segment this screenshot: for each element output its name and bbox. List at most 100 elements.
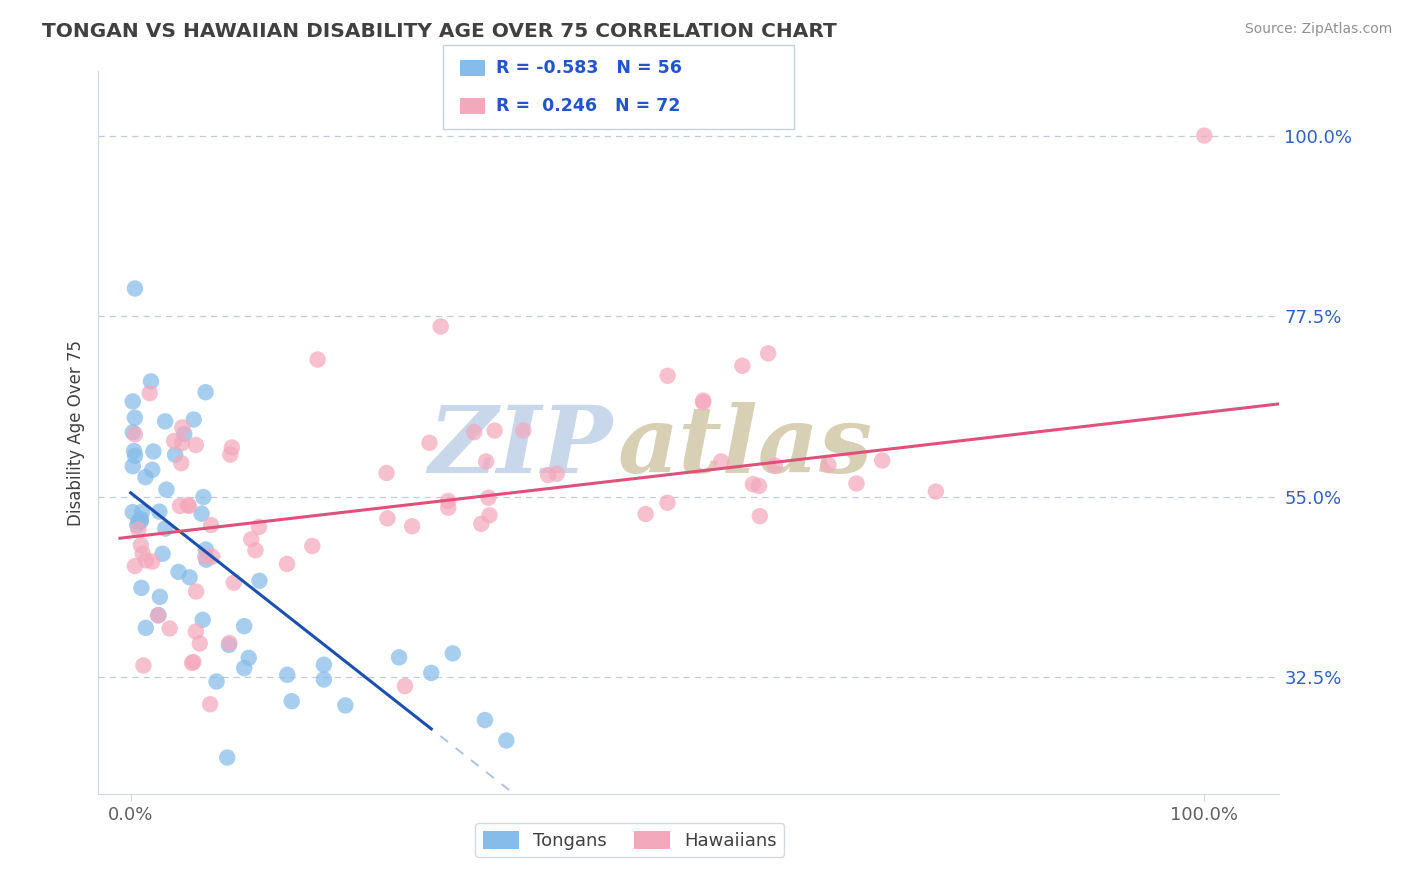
Point bbox=[307, 352, 329, 367]
Point bbox=[394, 679, 416, 693]
Point bbox=[657, 368, 679, 383]
Point bbox=[170, 456, 193, 470]
Point bbox=[247, 520, 270, 534]
Point bbox=[710, 454, 733, 468]
Point bbox=[249, 574, 271, 588]
Point bbox=[420, 665, 443, 680]
Point bbox=[222, 575, 245, 590]
Point bbox=[194, 549, 217, 564]
Point bbox=[124, 449, 146, 463]
Point bbox=[748, 509, 770, 524]
Point bbox=[634, 507, 657, 521]
Point bbox=[495, 733, 517, 747]
Point bbox=[475, 454, 498, 468]
Point bbox=[546, 467, 568, 481]
Point bbox=[301, 539, 323, 553]
Point bbox=[925, 484, 948, 499]
Point bbox=[205, 674, 228, 689]
Point bbox=[121, 425, 143, 440]
Point bbox=[512, 424, 534, 438]
Point bbox=[377, 511, 399, 525]
Point bbox=[731, 359, 754, 373]
Point bbox=[198, 697, 221, 711]
Point bbox=[124, 281, 146, 295]
Point bbox=[756, 346, 779, 360]
Point bbox=[132, 658, 155, 673]
Point bbox=[470, 516, 492, 531]
Point bbox=[131, 505, 153, 519]
Point bbox=[763, 458, 786, 473]
Point bbox=[152, 547, 174, 561]
Point bbox=[141, 555, 163, 569]
Point bbox=[401, 519, 423, 533]
Point bbox=[240, 533, 263, 547]
Point bbox=[141, 463, 163, 477]
Point bbox=[139, 375, 162, 389]
Point bbox=[217, 750, 239, 764]
Point bbox=[356, 822, 378, 837]
Point bbox=[128, 515, 150, 529]
Point bbox=[437, 494, 460, 508]
Point bbox=[474, 713, 496, 727]
Point bbox=[537, 468, 560, 483]
Point bbox=[172, 420, 194, 434]
Point bbox=[657, 496, 679, 510]
Point bbox=[153, 414, 176, 428]
Point bbox=[477, 491, 499, 505]
Text: atlas: atlas bbox=[619, 402, 873, 492]
Point bbox=[276, 667, 298, 681]
Point bbox=[375, 466, 398, 480]
Point bbox=[184, 624, 207, 639]
Point bbox=[748, 479, 770, 493]
Point bbox=[321, 797, 343, 812]
Point bbox=[188, 636, 211, 650]
Point bbox=[463, 425, 485, 439]
Point bbox=[131, 581, 153, 595]
Point bbox=[129, 512, 152, 526]
Point bbox=[219, 448, 242, 462]
Text: R =  0.246   N = 72: R = 0.246 N = 72 bbox=[496, 96, 681, 114]
Point bbox=[121, 394, 143, 409]
Point bbox=[163, 434, 186, 448]
Point bbox=[155, 483, 177, 497]
Point bbox=[418, 435, 440, 450]
Point bbox=[194, 385, 217, 400]
Point bbox=[173, 427, 195, 442]
Point bbox=[159, 622, 181, 636]
Point bbox=[122, 444, 145, 458]
Text: TONGAN VS HAWAIIAN DISABILITY AGE OVER 75 CORRELATION CHART: TONGAN VS HAWAIIAN DISABILITY AGE OVER 7… bbox=[42, 22, 837, 41]
Point bbox=[148, 608, 170, 623]
Point bbox=[870, 453, 893, 467]
Point bbox=[179, 570, 201, 584]
Point bbox=[146, 608, 169, 623]
Point bbox=[692, 395, 714, 409]
Point bbox=[218, 636, 240, 650]
Point bbox=[245, 543, 267, 558]
Point bbox=[184, 584, 207, 599]
Point bbox=[121, 459, 143, 474]
Text: ZIP: ZIP bbox=[427, 402, 612, 492]
Point bbox=[221, 441, 243, 455]
Point bbox=[124, 427, 146, 442]
Point bbox=[335, 698, 357, 713]
Point bbox=[184, 438, 207, 452]
Point bbox=[312, 657, 335, 672]
Point bbox=[845, 476, 868, 491]
Point bbox=[155, 522, 177, 536]
Point bbox=[233, 619, 256, 633]
Point bbox=[388, 650, 411, 665]
Point bbox=[129, 514, 152, 528]
Point bbox=[129, 538, 152, 552]
Point bbox=[169, 499, 191, 513]
Point bbox=[124, 559, 146, 574]
Point bbox=[280, 694, 302, 708]
Point bbox=[191, 613, 214, 627]
Point bbox=[167, 565, 190, 579]
Point bbox=[177, 498, 200, 512]
Point bbox=[194, 542, 217, 557]
Point bbox=[441, 646, 464, 660]
Point bbox=[170, 436, 193, 450]
Point bbox=[124, 410, 146, 425]
Point bbox=[177, 499, 200, 513]
Point bbox=[181, 656, 204, 670]
